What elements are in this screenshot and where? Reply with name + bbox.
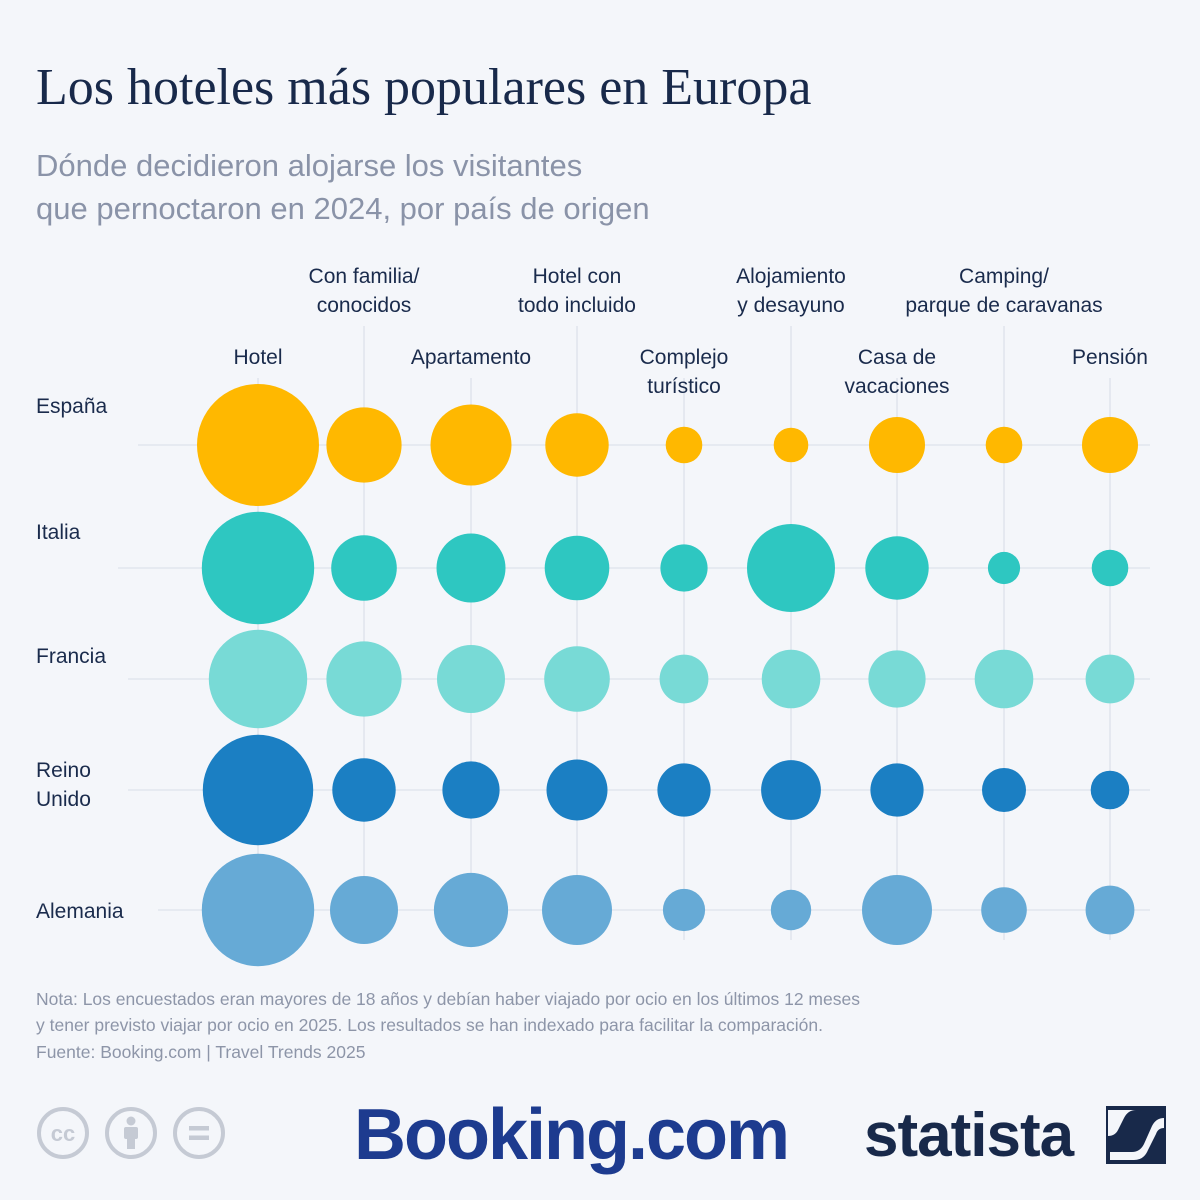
statista-logo[interactable]: statista	[864, 1101, 1074, 1170]
bubble[interactable]: Italia – Con familia/conocidos: 29	[331, 535, 397, 601]
bubble[interactable]: Alemania – Complejo turístico: 12	[662, 888, 706, 932]
bubble[interactable]: España – Casa de vacaciones: 21	[869, 417, 925, 473]
bubble[interactable]: Francia – Con familia/conocidos: 38	[326, 641, 402, 717]
bubble[interactable]: Alemania – Con familia/conocidos: 31	[330, 876, 398, 944]
bubble[interactable]: Italia – Pensión: 9	[1091, 549, 1129, 587]
column-header: Camping/parque de caravanas	[905, 265, 1102, 317]
bubble[interactable]: Italia – Complejo turístico: 15	[660, 544, 708, 592]
bubble[interactable]: Alemania – Casa de vacaciones: 33	[862, 875, 932, 945]
bubble[interactable]: España – Pensión: 21	[1082, 417, 1138, 473]
bubble[interactable]: Reino Unido – Pensión: 10	[1090, 770, 1130, 810]
bubble[interactable]: Reino Unido – Con familia/conocidos: 27	[332, 758, 396, 822]
bubble[interactable]: Italia – Alojamiento y desayuno: 52	[747, 524, 835, 612]
column-header: Alojamiento y desayuno	[736, 265, 846, 317]
source-text: Fuente: Booking.com | Travel Trends 2025	[36, 1042, 366, 1062]
row-label: Francia	[36, 645, 106, 668]
bubble[interactable]: España – Complejo turístico: 9	[665, 426, 703, 464]
bubble[interactable]: Reino Unido – Alojamiento y desayuno: 24	[761, 760, 821, 820]
bubble[interactable]: Italia – Casa de vacaciones: 27	[865, 536, 929, 600]
bubble[interactable]: Reino Unido – Casa de vacaciones: 19	[870, 763, 924, 817]
bubble[interactable]: Alemania – Camping/parque de caravanas: …	[981, 887, 1027, 933]
bubble[interactable]: España – Hotel: 100	[197, 384, 319, 506]
bubble[interactable]: España – Con familia/conocidos: 38	[326, 407, 402, 483]
bubble[interactable]: Alemania – Hotel con todo incluido: 33	[542, 875, 612, 945]
bubble[interactable]: Alemania – Apartamento: 37	[433, 872, 509, 948]
row-label: Reino Unido	[36, 759, 91, 811]
chart-title: Los hoteles más populares en Europa	[36, 59, 812, 116]
subtitle-line: Dónde decidieron alojarse los visitantes	[36, 148, 583, 183]
bubble[interactable]: Italia – Hotel: 85	[201, 511, 315, 625]
column-header: Con familia/conocidos	[309, 265, 420, 317]
bubble[interactable]: Francia – Hotel con todo incluido: 29	[544, 646, 610, 712]
bubble[interactable]: Reino Unido – Complejo turístico: 19	[657, 763, 711, 817]
creative-commons-icon[interactable]: cc	[36, 1106, 90, 1160]
bubble[interactable]: Italia – Hotel con todo incluido: 28	[544, 535, 610, 601]
bubble[interactable]: Alemania – Alojamiento y desayuno: 11	[770, 889, 812, 931]
bubble[interactable]: Reino Unido – Apartamento: 22	[442, 761, 500, 819]
row-label: España	[36, 395, 108, 418]
bubble[interactable]: España – Camping/parque de caravanas: 9	[985, 426, 1023, 464]
svg-text:cc: cc	[51, 1121, 75, 1146]
booking-logo[interactable]: Booking.com	[354, 1095, 790, 1175]
bubble[interactable]: España – Alojamiento y desayuno: 8	[773, 427, 809, 463]
subtitle-line: que pernoctaron en 2024, por país de ori…	[36, 191, 650, 226]
bubble[interactable]: Francia – Alojamiento y desayuno: 23	[761, 649, 821, 709]
row-label: Italia	[36, 521, 81, 544]
no-derivatives-icon[interactable]	[172, 1106, 226, 1160]
bubble[interactable]: Italia – Camping/parque de caravanas: 7	[987, 551, 1021, 585]
bubble[interactable]: Francia – Complejo turístico: 16	[659, 654, 709, 704]
bubble[interactable]: Reino Unido – Hotel: 82	[202, 734, 314, 846]
column-header: Pensión	[1072, 346, 1148, 369]
row-label: Alemania	[36, 900, 124, 923]
bubble[interactable]: Francia – Hotel: 65	[208, 629, 308, 729]
bubble[interactable]: Francia – Apartamento: 31	[437, 645, 505, 713]
bubble[interactable]: Francia – Pensión: 16	[1085, 654, 1135, 704]
bubble-chart: Hotel Con familia/conocidos Apartamento Hot…	[36, 265, 1150, 967]
column-header: Hotel con todo incluido	[518, 265, 636, 317]
bubble[interactable]: Reino Unido – Hotel con todo incluido: 2…	[546, 759, 608, 821]
bubble[interactable]: Italia – Apartamento: 32	[436, 533, 506, 603]
statista-mark-icon	[1106, 1106, 1166, 1164]
bubble[interactable]: Reino Unido – Camping/parque de caravana…	[982, 768, 1026, 812]
chart-subtitle: Dónde decidieron alojarse los visitantes…	[36, 144, 936, 230]
column-header: Casa de vacaciones	[844, 346, 949, 398]
bubble[interactable]: Alemania – Pensión: 16	[1085, 885, 1135, 935]
bubble[interactable]: España – Hotel con todo incluido: 27	[545, 413, 609, 477]
bubble[interactable]: Francia – Casa de vacaciones: 22	[868, 650, 926, 708]
column-header: Complejo turístico	[640, 346, 729, 398]
bubble[interactable]: Alemania – Hotel: 85	[201, 853, 315, 967]
bubble[interactable]: España – Apartamento: 44	[430, 404, 512, 486]
column-header: Hotel	[233, 346, 282, 369]
footnote-line: Nota: Los encuestados eran mayores de 18…	[36, 989, 860, 1009]
column-header: Apartamento	[411, 346, 531, 369]
bubble[interactable]: Francia – Camping/parque de caravanas: 2…	[974, 649, 1034, 709]
footnote-line: y tener previsto viajar por ocio en 2025…	[36, 1015, 823, 1035]
attribution-icon[interactable]	[104, 1106, 158, 1160]
footnote: Nota: Los encuestados eran mayores de 18…	[36, 986, 1036, 1038]
license-icons: cc	[36, 1106, 226, 1160]
